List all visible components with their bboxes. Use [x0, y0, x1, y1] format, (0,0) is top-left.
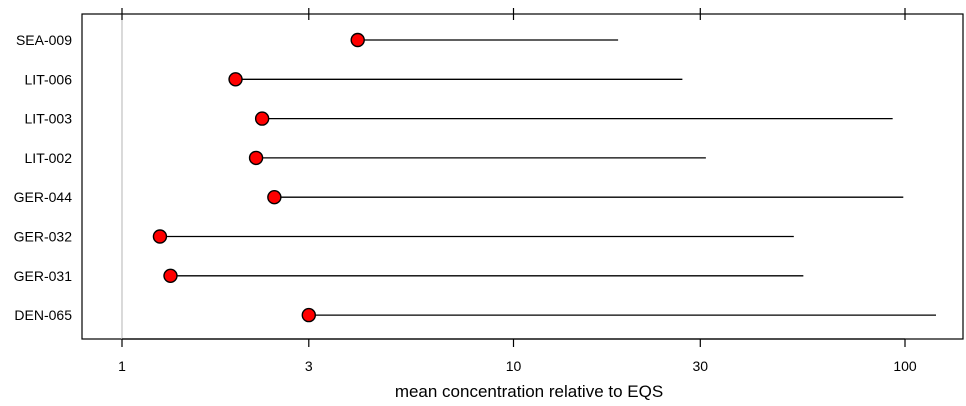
station-row: LIT-006: [25, 71, 683, 87]
mean-point: [248, 150, 264, 166]
x-tick-label: 1: [118, 358, 126, 374]
x-tick-label: 100: [893, 358, 917, 374]
top-axis: [121, 8, 906, 20]
mean-point: [152, 229, 168, 244]
station-row: GER-031: [14, 268, 804, 284]
mean-point: [163, 268, 178, 283]
x-axis-title: mean concentration relative to EQS: [395, 382, 663, 401]
station-label: GER-044: [14, 189, 73, 205]
station-label: GER-032: [14, 229, 73, 245]
x-axis: 1 3 10 30 100: [118, 338, 917, 374]
station-label: SEA-009: [16, 32, 72, 48]
station-label: LIT-006: [25, 71, 73, 87]
station-label: GER-031: [14, 268, 73, 284]
mean-point: [301, 307, 316, 323]
station-label: LIT-003: [25, 111, 73, 127]
station-row: DEN-065: [14, 307, 936, 323]
x-tick-label: 30: [693, 358, 709, 374]
x-tick-label: 10: [506, 358, 522, 374]
plot-frame: [81, 13, 964, 340]
x-tick-label: 3: [305, 358, 313, 374]
mean-point: [350, 32, 365, 48]
station-row: SEA-009: [16, 32, 619, 48]
series: SEA-009 LIT-006 LIT-003 LIT-002 GER-044 GER-0…: [14, 32, 936, 323]
mean-point: [228, 72, 243, 87]
station-row: LIT-002: [25, 150, 706, 166]
station-row: GER-032: [14, 229, 794, 245]
station-label: LIT-002: [25, 150, 73, 166]
mean-point: [267, 189, 282, 205]
mean-point: [254, 111, 270, 126]
station-label: DEN-065: [14, 307, 72, 323]
station-row: LIT-003: [25, 111, 893, 127]
station-row: GER-044: [14, 189, 904, 205]
